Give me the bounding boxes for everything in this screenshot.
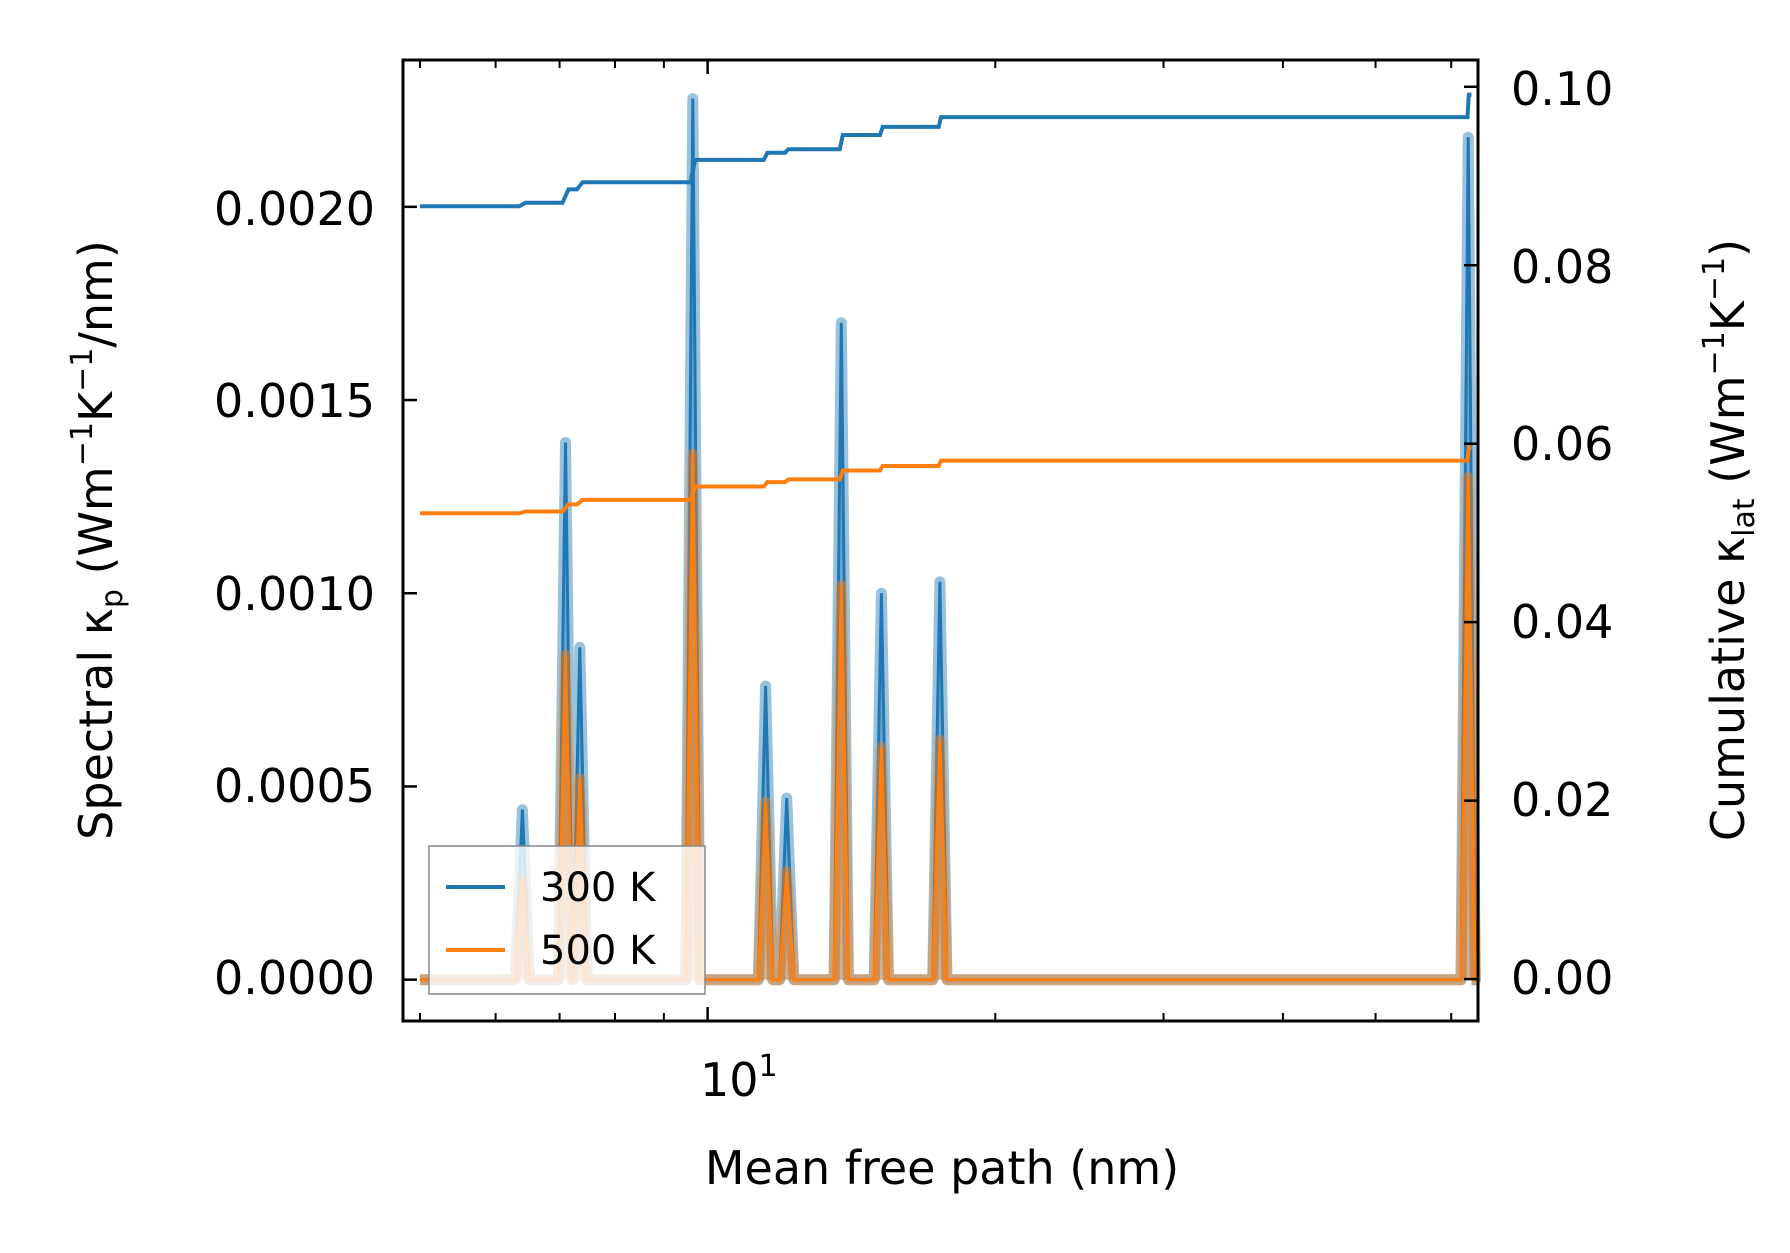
x-axis-label: Mean free path (nm) <box>705 1141 1179 1195</box>
plot-frame <box>401 58 1480 1023</box>
right-y-axis-label: Cumulative κlat (Wm−1K−1) <box>1697 239 1762 841</box>
spectral-line-500k <box>419 454 1477 982</box>
cumulative-line-300k <box>419 92 1472 209</box>
cumulative-line-500k <box>419 445 1472 516</box>
right-y-tick-label: 0.06 <box>1511 417 1613 471</box>
legend: 300 K 500 K <box>428 845 706 995</box>
legend-box <box>428 845 706 995</box>
tick-marks <box>403 60 1478 1021</box>
right-y-tick-label: 0.04 <box>1511 595 1613 649</box>
right-y-tick-label: 0.02 <box>1511 773 1613 827</box>
right-y-tick-label: 0.10 <box>1511 62 1613 116</box>
left-y-tick-label: 0.0015 <box>214 374 375 428</box>
x-tick-label-10: 101 <box>700 1049 778 1107</box>
left-y-tick-label: 0.0010 <box>214 567 375 621</box>
left-y-tick-label: 0.0020 <box>214 182 375 236</box>
left-y-axis-label: Spectral κp (Wm−1K−1/nm) <box>65 240 130 840</box>
left-y-tick-label: 0.0005 <box>214 759 375 813</box>
left-y-tick-label: 0.0000 <box>214 951 375 1005</box>
right-y-tick-label: 0.08 <box>1511 240 1613 294</box>
legend-label-500k: 500 K <box>540 928 657 974</box>
legend-label-300k: 300 K <box>540 865 657 911</box>
right-y-tick-label: 0.00 <box>1511 951 1613 1005</box>
